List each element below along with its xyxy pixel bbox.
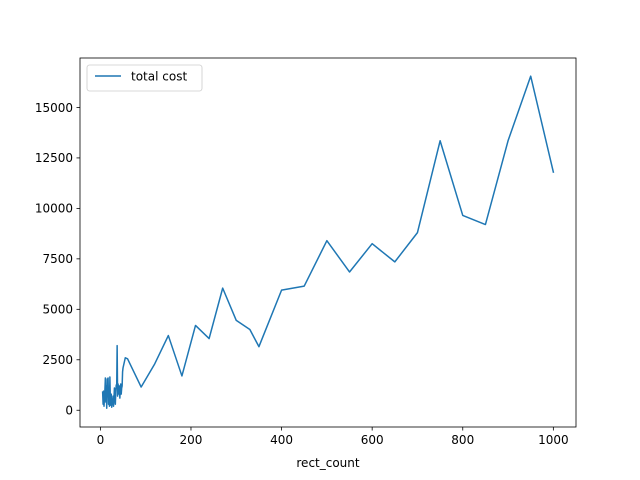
plot-frame <box>79 57 577 428</box>
x-tick-label: 1000 <box>538 433 569 447</box>
y-tick-label: 10000 <box>35 202 73 216</box>
y-tick-label: 0 <box>65 404 73 418</box>
legend-label-total-cost: total cost <box>131 70 187 84</box>
y-axis-ticks: 0 2500 5000 7500 10000 12500 15000 <box>35 101 80 418</box>
legend-box <box>86 64 203 92</box>
x-tick-label: 0 <box>97 433 105 447</box>
y-tick-label: 7500 <box>42 252 73 266</box>
y-tick-label: 12500 <box>35 151 73 165</box>
legend: total cost <box>86 64 203 92</box>
y-tick-label: 5000 <box>42 303 73 317</box>
series-line-total-cost <box>101 75 555 409</box>
x-tick-label: 600 <box>361 433 384 447</box>
y-tick-label: 15000 <box>35 101 73 115</box>
x-axis-label: rect_count <box>296 456 360 470</box>
x-tick-label: 800 <box>451 433 474 447</box>
x-axis-ticks: 0 200 400 600 800 1000 <box>97 427 569 447</box>
x-tick-label: 200 <box>180 433 203 447</box>
y-tick-label: 2500 <box>42 353 73 367</box>
x-tick-label: 400 <box>270 433 293 447</box>
